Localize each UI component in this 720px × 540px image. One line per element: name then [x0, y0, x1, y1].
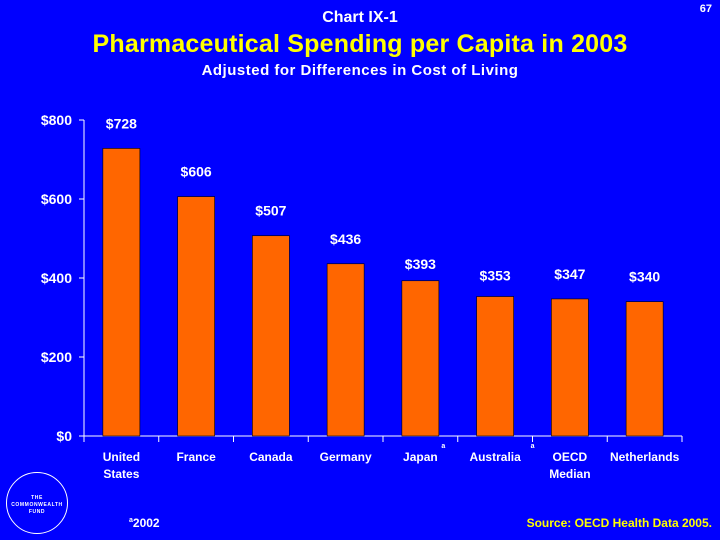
footnote-text: 2002	[132, 516, 160, 530]
chart-title: Pharmaceutical Spending per Capita in 20…	[92, 30, 628, 58]
bar	[252, 235, 290, 437]
data-label: $393	[405, 256, 436, 272]
data-label: $353	[480, 268, 511, 284]
x-tick-label: United	[103, 450, 140, 464]
data-label: $507	[255, 203, 286, 219]
data-label: $347	[554, 266, 585, 282]
bar	[476, 296, 514, 437]
bar	[551, 298, 589, 437]
data-label: $436	[330, 231, 361, 247]
x-tick-label: Median	[549, 467, 590, 481]
x-tick-label: Australia	[469, 450, 521, 464]
chart-subtitle: Adjusted for Differences in Cost of Livi…	[201, 62, 519, 79]
logo-line: COMMONWEALTH	[11, 502, 63, 508]
category-note-marker: a	[531, 443, 535, 450]
x-tick-label: Japan	[403, 450, 438, 464]
data-label: $340	[629, 269, 660, 285]
source-note: Source: OECD Health Data 2005.	[526, 516, 712, 530]
bar	[326, 263, 365, 437]
x-tick-label: States	[103, 467, 139, 481]
footnote-marker: a	[129, 517, 133, 524]
x-tick-label: Netherlands	[610, 450, 680, 464]
page-number: 67	[699, 3, 712, 15]
bar	[401, 280, 440, 437]
data-label: $606	[181, 164, 212, 180]
x-tick-label: France	[176, 450, 216, 464]
y-tick-label: $400	[41, 270, 72, 286]
logo-line: FUND	[28, 509, 46, 515]
y-tick-label: $800	[41, 112, 72, 128]
commonwealth-fund-logo	[6, 472, 68, 534]
x-tick-label: Germany	[320, 450, 372, 464]
bar	[102, 148, 141, 437]
y-tick-label: $0	[56, 428, 72, 444]
logo-text: THE COMMONWEALTH FUND	[6, 495, 68, 516]
x-tick-label: OECD	[553, 450, 588, 464]
bar	[625, 301, 664, 437]
x-tick-label: Canada	[249, 450, 293, 464]
chart-label: Chart IX-1	[322, 9, 398, 26]
footnote: a2002	[129, 516, 160, 530]
bar	[177, 196, 215, 437]
y-tick-label: $600	[41, 191, 72, 207]
logo-line: THE	[31, 495, 43, 501]
y-tick-label: $200	[41, 349, 72, 365]
data-label: $728	[106, 115, 137, 131]
category-note-marker: a	[441, 443, 445, 450]
